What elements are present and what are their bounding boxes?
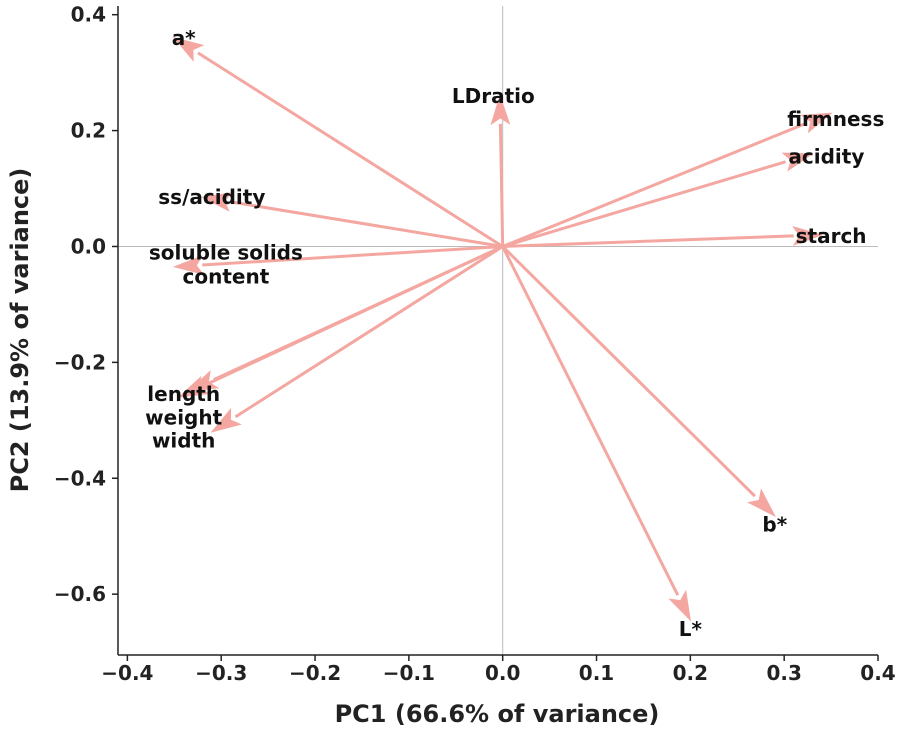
label-b: b* [762, 513, 787, 537]
arrow-head [490, 94, 511, 126]
label-weight: weight [145, 405, 222, 429]
arrow-firmness [502, 112, 833, 248]
x-tick-label: −0.1 [383, 661, 435, 685]
label-length: length [147, 382, 220, 406]
arrow-l [501, 245, 692, 622]
arrow-shaft [501, 245, 756, 498]
y-tick-label: −0.6 [54, 582, 106, 606]
arrow-head [668, 589, 692, 622]
arrow-a [172, 37, 504, 248]
axes: −0.4 −0.3 −0.2 −0.1 0.0 0.1 0.2 0.3 0.4 0.4 0.2 0.0… [54, 3, 896, 685]
label-l: L* [679, 617, 703, 641]
x-tick-label: 0.0 [485, 661, 520, 685]
arrow-weight [177, 245, 504, 398]
arrow-width [210, 245, 504, 433]
arrow-shaft [501, 245, 680, 596]
label-acidity: acidity [788, 145, 864, 169]
arrow-head [172, 37, 205, 62]
arrow-shaft [229, 200, 503, 248]
arrow-head [210, 407, 242, 433]
arrow-starch [502, 226, 824, 248]
label-starch: starch [796, 224, 867, 248]
arrow-shaft [202, 244, 503, 267]
arrow-shaft [502, 234, 794, 248]
label-a: a* [172, 26, 196, 50]
label-soluble-solids: soluble solids content [149, 240, 303, 288]
arrow-soluble-solids [172, 244, 503, 275]
arrow-ss-acidity [200, 192, 503, 248]
arrow-head [781, 152, 814, 172]
loading-arrows [172, 37, 833, 622]
label-ss-acidity: ss/acidity [158, 185, 265, 209]
x-tick-label: −0.4 [101, 661, 153, 685]
arrow-acidity [502, 152, 814, 248]
x-tick-label: 0.4 [860, 661, 895, 685]
arrow-shaft [498, 123, 505, 247]
y-tick-label: −0.2 [54, 350, 106, 374]
arrow-head [792, 226, 824, 246]
y-tick-label: 0.2 [71, 119, 106, 143]
arrow-shaft [197, 51, 504, 248]
y-tick-label: 0.4 [71, 3, 106, 27]
arrow-head [200, 192, 233, 212]
arrow-head [747, 488, 776, 518]
x-tick-label: 0.1 [579, 661, 614, 685]
arrow-head [800, 112, 833, 134]
label-ldratio: LDratio [452, 84, 535, 108]
x-tick-label: −0.2 [289, 661, 341, 685]
arrow-shaft [502, 122, 806, 248]
arrow-b [501, 245, 776, 518]
variable-labels: a* LDratio firmness acidity starch ss/acidity… [145, 26, 884, 641]
label-width: width [152, 429, 215, 453]
arrow-head [172, 255, 205, 275]
x-tick-label: −0.3 [195, 661, 247, 685]
arrow-head [177, 375, 210, 398]
arrow-shaft [502, 160, 786, 248]
arrow-shaft [234, 245, 504, 419]
y-tick-label: −0.4 [54, 466, 106, 490]
x-axis-label: PC1 (66.6% of variance) [335, 700, 660, 728]
arrow-ldratio [490, 94, 511, 247]
label-firmness: firmness [787, 107, 884, 131]
x-tick-label: 0.3 [766, 661, 801, 685]
arrow-shaft [203, 245, 504, 387]
y-tick-label: 0.0 [71, 234, 106, 258]
x-tick-label: 0.2 [673, 661, 708, 685]
y-axis-label: PC2 (13.9% of variance) [6, 168, 34, 493]
